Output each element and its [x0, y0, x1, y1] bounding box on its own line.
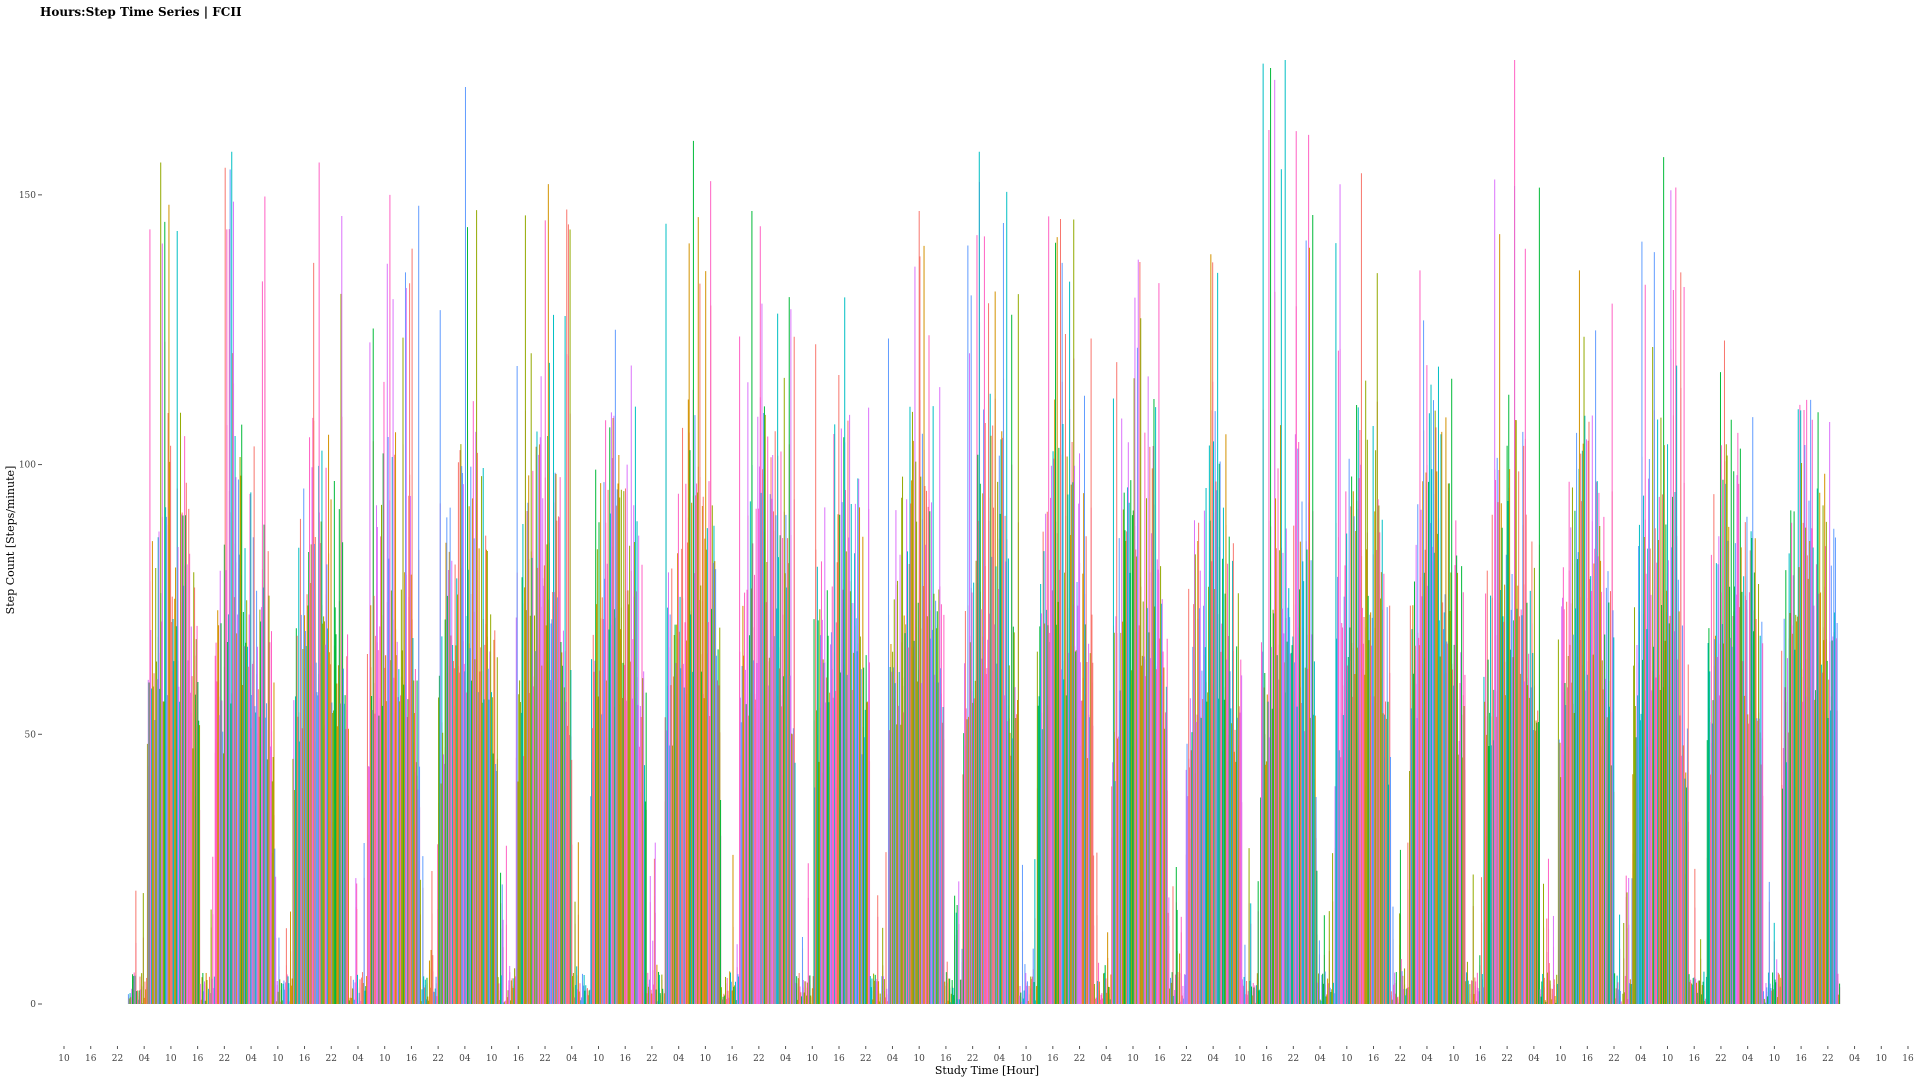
- y-tick-label: 150: [19, 191, 36, 201]
- x-tick-label: 04: [245, 1054, 257, 1064]
- x-tick-label: 16: [940, 1054, 952, 1064]
- x-tick-label: 22: [219, 1054, 230, 1064]
- x-tick-label: 04: [352, 1054, 364, 1064]
- x-tick-label: 10: [1769, 1054, 1781, 1064]
- x-tick-label: 16: [726, 1054, 738, 1064]
- y-tick-label: 50: [25, 730, 37, 740]
- x-tick-label: 16: [1902, 1054, 1914, 1064]
- x-axis: 10 16 22 04 10 16 22 04 10 16 22 04 10 16 22 04 10 16 22 04…: [58, 1046, 1914, 1064]
- y-tick-label: 0: [30, 1000, 36, 1010]
- x-tick-label: 16: [1154, 1054, 1166, 1064]
- x-tick-label: 22: [1501, 1054, 1512, 1064]
- x-tick-label: 16: [1688, 1054, 1700, 1064]
- x-tick-label: 10: [379, 1054, 391, 1064]
- x-axis-label: Study Time [Hour]: [935, 1064, 1039, 1077]
- x-tick-label: 10: [1555, 1054, 1567, 1064]
- x-tick-label: 10: [1127, 1054, 1139, 1064]
- x-tick-label: 10: [1662, 1054, 1674, 1064]
- x-tick-label: 22: [860, 1054, 871, 1064]
- x-tick-label: 22: [1715, 1054, 1726, 1064]
- x-tick-label: 10: [913, 1054, 925, 1064]
- x-tick-label: 10: [1341, 1054, 1353, 1064]
- x-tick-label: 16: [619, 1054, 631, 1064]
- y-axis-label: Step Count [Steps/minute]: [4, 466, 17, 615]
- x-tick-label: 10: [486, 1054, 498, 1064]
- x-tick-label: 10: [1448, 1054, 1460, 1064]
- x-tick-label: 16: [1582, 1054, 1594, 1064]
- bar-series: [127, 60, 1841, 1005]
- x-tick-label: 22: [432, 1054, 443, 1064]
- x-tick-label: 04: [1314, 1054, 1326, 1064]
- chart-title: Hours:Step Time Series | FCII: [40, 5, 242, 19]
- x-tick-label: 16: [1047, 1054, 1059, 1064]
- x-tick-label: 10: [58, 1054, 70, 1064]
- x-tick-label: 22: [539, 1054, 550, 1064]
- x-tick-label: 04: [887, 1054, 899, 1064]
- x-tick-label: 16: [1368, 1054, 1380, 1064]
- x-tick-label: 22: [967, 1054, 978, 1064]
- x-tick-label: 22: [1822, 1054, 1833, 1064]
- x-tick-label: 10: [1020, 1054, 1032, 1064]
- x-tick-label: 04: [1101, 1054, 1113, 1064]
- x-tick-label: 16: [406, 1054, 418, 1064]
- x-tick-label: 22: [1395, 1054, 1406, 1064]
- x-tick-label: 10: [807, 1054, 819, 1064]
- x-tick-label: 22: [753, 1054, 764, 1064]
- x-tick-label: 22: [646, 1054, 657, 1064]
- y-tick-label: 100: [19, 461, 36, 471]
- x-tick-label: 10: [1876, 1054, 1888, 1064]
- x-tick-label: 16: [1261, 1054, 1273, 1064]
- x-tick-label: 04: [1849, 1054, 1861, 1064]
- x-tick-label: 04: [780, 1054, 792, 1064]
- y-axis: 0 50 100 150: [19, 191, 42, 1010]
- x-tick-label: 22: [326, 1054, 337, 1064]
- x-tick-label: 16: [1795, 1054, 1807, 1064]
- x-tick-label: 16: [1475, 1054, 1487, 1064]
- x-tick-label: 16: [513, 1054, 525, 1064]
- x-tick-label: 04: [1635, 1054, 1647, 1064]
- x-tick-label: 04: [138, 1054, 150, 1064]
- x-tick-label: 16: [299, 1054, 311, 1064]
- x-tick-label: 10: [272, 1054, 284, 1064]
- x-tick-label: 10: [593, 1054, 605, 1064]
- x-tick-label: 04: [566, 1054, 578, 1064]
- x-tick-label: 10: [165, 1054, 177, 1064]
- x-tick-label: 22: [1074, 1054, 1085, 1064]
- x-tick-label: 22: [1608, 1054, 1619, 1064]
- x-tick-label: 22: [1181, 1054, 1192, 1064]
- x-tick-label: 22: [1288, 1054, 1299, 1064]
- x-tick-label: 04: [1742, 1054, 1754, 1064]
- x-tick-label: 10: [700, 1054, 712, 1064]
- x-tick-label: 22: [112, 1054, 123, 1064]
- x-tick-label: 04: [994, 1054, 1006, 1064]
- x-tick-label: 04: [1421, 1054, 1433, 1064]
- x-tick-label: 04: [459, 1054, 471, 1064]
- x-tick-label: 16: [192, 1054, 204, 1064]
- x-tick-label: 04: [673, 1054, 685, 1064]
- x-tick-label: 04: [1528, 1054, 1540, 1064]
- x-tick-label: 04: [1207, 1054, 1219, 1064]
- x-tick-label: 16: [833, 1054, 845, 1064]
- x-tick-label: 10: [1234, 1054, 1246, 1064]
- x-tick-label: 16: [85, 1054, 97, 1064]
